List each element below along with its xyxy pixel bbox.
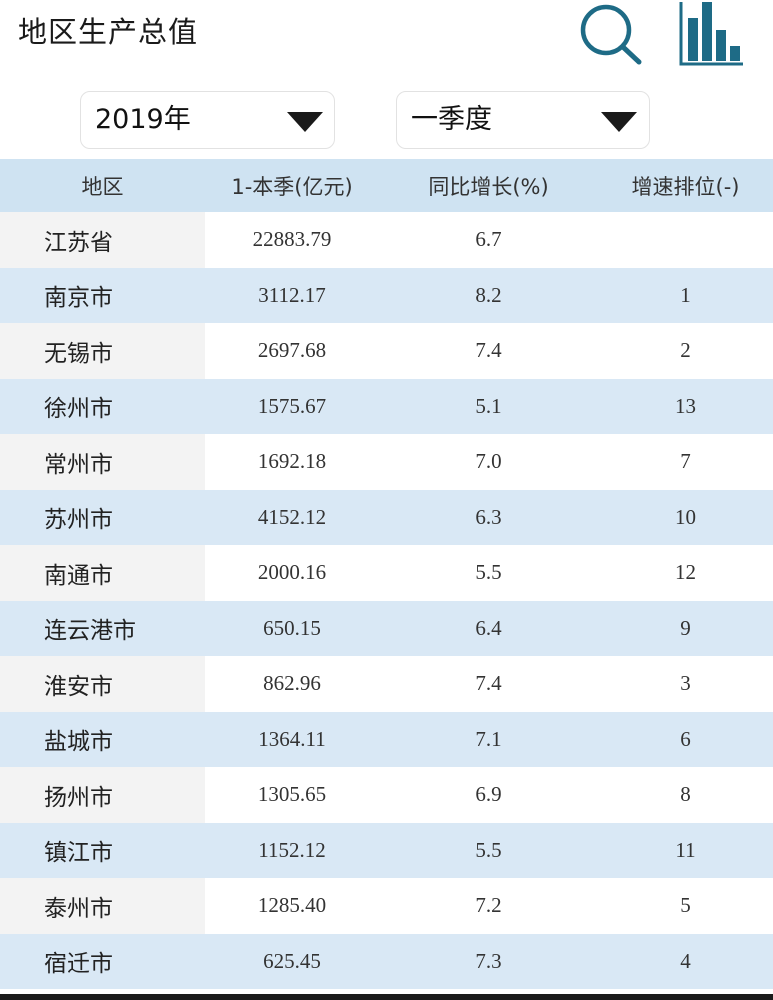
table-header-row: 地区 1-本季(亿元) 同比增长(%) 增速排位(-) [0,159,773,212]
cell-rank: 9 [598,600,773,656]
cell-value: 4152.12 [205,489,379,545]
cell-growth: 7.3 [379,933,598,989]
cell-rank: 4 [598,933,773,989]
cell-value: 862.96 [205,656,379,712]
table-row: 扬州市 1305.65 6.9 8 [0,767,773,823]
cell-rank: 1 [598,267,773,323]
cell-value: 1575.67 [205,378,379,434]
cell-rank: 5 [598,878,773,934]
column-header-growth: 同比增长(%) [379,159,598,212]
table-row: 徐州市 1575.67 5.1 13 [0,378,773,434]
cell-rank: 12 [598,545,773,601]
column-header-region: 地区 [0,159,205,212]
cell-value: 1152.12 [205,822,379,878]
table-row: 连云港市 650.15 6.4 9 [0,600,773,656]
cell-rank: 11 [598,822,773,878]
cell-value: 2000.16 [205,545,379,601]
page-title: 地区生产总值 [18,15,199,49]
cell-value: 1305.65 [205,767,379,823]
cell-value: 650.15 [205,600,379,656]
table-row: 镇江市 1152.12 5.5 11 [0,822,773,878]
cell-rank: 6 [598,711,773,767]
cell-region: 盐城市 [0,711,205,767]
quarter-select-value: 一季度 [411,104,492,135]
cell-region: 南京市 [0,267,205,323]
cell-region: 南通市 [0,545,205,601]
cell-value: 2697.68 [205,323,379,379]
cell-growth: 5.1 [379,378,598,434]
chevron-down-icon [601,112,637,132]
gdp-table: 地区 1-本季(亿元) 同比增长(%) 增速排位(-) 江苏省 22883.79 6… [0,159,773,989]
cell-region: 江苏省 [0,212,205,268]
cell-region: 淮安市 [0,656,205,712]
year-select[interactable]: 2019年 [80,91,335,149]
table-row: 南京市 3112.17 8.2 1 [0,267,773,323]
cell-growth: 6.7 [379,212,598,268]
column-header-value: 1-本季(亿元) [205,159,379,212]
quarter-select[interactable]: 一季度 [396,91,650,149]
search-icon [580,4,642,65]
cell-growth: 7.0 [379,434,598,490]
table-body: 江苏省 22883.79 6.7 南京市 3112.17 8.2 1 无锡市 2697.68 7.… [0,212,773,989]
app-header: 地区生产总值 [0,0,773,80]
cell-value: 625.45 [205,933,379,989]
table-row: 南通市 2000.16 5.5 12 [0,545,773,601]
table-row: 无锡市 2697.68 7.4 2 [0,323,773,379]
table-row: 苏州市 4152.12 6.3 10 [0,489,773,545]
cell-value: 1364.11 [205,711,379,767]
cell-rank [598,212,773,268]
bottom-divider [0,994,773,1000]
table-row: 常州市 1692.18 7.0 7 [0,434,773,490]
bar-chart-icon [679,2,743,66]
column-header-rank: 增速排位(-) [598,159,773,212]
cell-region: 连云港市 [0,600,205,656]
search-button[interactable] [573,0,647,70]
cell-growth: 5.5 [379,822,598,878]
cell-region: 无锡市 [0,323,205,379]
cell-growth: 6.9 [379,767,598,823]
table-row: 江苏省 22883.79 6.7 [0,212,773,268]
cell-growth: 7.4 [379,656,598,712]
cell-growth: 7.1 [379,711,598,767]
cell-region: 常州市 [0,434,205,490]
cell-growth: 7.2 [379,878,598,934]
cell-rank: 8 [598,767,773,823]
cell-region: 苏州市 [0,489,205,545]
cell-region: 镇江市 [0,822,205,878]
table-row: 淮安市 862.96 7.4 3 [0,656,773,712]
chevron-down-icon [287,112,323,132]
cell-growth: 6.3 [379,489,598,545]
cell-region: 宿迁市 [0,933,205,989]
cell-rank: 7 [598,434,773,490]
cell-value: 22883.79 [205,212,379,268]
cell-growth: 7.4 [379,323,598,379]
cell-region: 徐州市 [0,378,205,434]
table-row: 盐城市 1364.11 7.1 6 [0,711,773,767]
cell-growth: 6.4 [379,600,598,656]
table-row: 宿迁市 625.45 7.3 4 [0,933,773,989]
year-select-value: 2019年 [95,104,191,135]
cell-rank: 3 [598,656,773,712]
cell-region: 扬州市 [0,767,205,823]
cell-rank: 10 [598,489,773,545]
table-row: 泰州市 1285.40 7.2 5 [0,878,773,934]
cell-value: 3112.17 [205,267,379,323]
cell-value: 1285.40 [205,878,379,934]
cell-rank: 2 [598,323,773,379]
chart-view-button[interactable] [675,0,747,70]
cell-region: 泰州市 [0,878,205,934]
cell-value: 1692.18 [205,434,379,490]
cell-growth: 5.5 [379,545,598,601]
cell-growth: 8.2 [379,267,598,323]
cell-rank: 13 [598,378,773,434]
